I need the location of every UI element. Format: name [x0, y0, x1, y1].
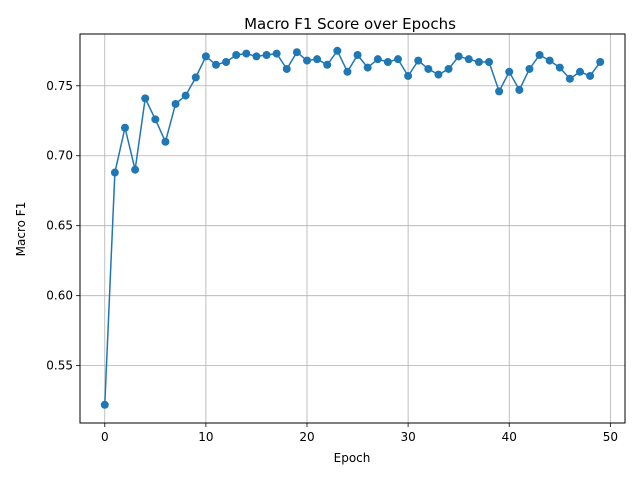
data-point	[151, 115, 160, 124]
x-tick-label: 10	[198, 430, 213, 444]
x-tick-label: 50	[603, 430, 618, 444]
data-point	[404, 71, 413, 80]
data-point	[383, 57, 392, 66]
data-point	[171, 99, 180, 108]
data-point	[232, 50, 241, 59]
data-point	[444, 64, 453, 73]
data-point	[525, 64, 534, 73]
data-point	[586, 71, 595, 80]
y-tick-label: 0.55	[46, 359, 73, 373]
y-axis-label: Macro F1	[14, 202, 28, 257]
y-tick-label: 0.60	[46, 289, 73, 303]
data-point	[596, 57, 605, 66]
data-point	[262, 50, 271, 59]
x-tick-label: 20	[299, 430, 314, 444]
data-point	[333, 46, 342, 55]
data-point	[474, 57, 483, 66]
data-point	[535, 50, 544, 59]
data-point	[323, 60, 332, 69]
data-point	[555, 63, 564, 72]
x-tick-label: 30	[400, 430, 415, 444]
chart-title: Macro F1 Score over Epochs	[244, 15, 456, 33]
data-point	[424, 64, 433, 73]
y-tick-label: 0.70	[46, 149, 73, 163]
data-point	[343, 67, 352, 76]
data-point	[495, 87, 504, 96]
data-point	[302, 56, 311, 65]
data-point	[131, 165, 140, 174]
data-point	[414, 56, 423, 65]
data-point	[201, 52, 210, 61]
data-point	[485, 57, 494, 66]
data-point	[252, 52, 261, 61]
data-point	[161, 137, 170, 146]
data-point	[454, 52, 463, 61]
data-point	[222, 57, 231, 66]
data-point	[211, 60, 220, 69]
data-point	[120, 123, 129, 132]
data-point	[282, 64, 291, 73]
data-point	[515, 85, 524, 94]
series-layer	[100, 46, 605, 409]
y-tick-label: 0.75	[46, 79, 73, 93]
data-point	[434, 70, 443, 79]
x-axis-label: Epoch	[334, 451, 371, 465]
data-point	[545, 56, 554, 65]
data-point	[353, 50, 362, 59]
grid	[80, 34, 625, 423]
data-point	[464, 55, 473, 64]
data-point	[191, 73, 200, 82]
data-point	[292, 48, 301, 57]
x-tick-label: 0	[101, 430, 109, 444]
data-point	[242, 49, 251, 58]
data-point	[100, 400, 109, 409]
data-point	[394, 55, 403, 64]
data-point	[363, 63, 372, 72]
data-point	[110, 168, 119, 177]
data-point	[565, 74, 574, 83]
data-point	[505, 67, 514, 76]
data-point	[373, 55, 382, 64]
data-point	[141, 94, 150, 103]
data-point	[181, 91, 190, 100]
axis-ticks: 0 10 20 30 40 50 0.55 0.60 0.65 0.70 0.75	[46, 79, 618, 444]
data-point	[313, 55, 322, 64]
data-point	[272, 49, 281, 58]
x-tick-label: 40	[502, 430, 517, 444]
y-tick-label: 0.65	[46, 219, 73, 233]
data-point	[576, 67, 585, 76]
plot-frame	[79, 33, 626, 424]
